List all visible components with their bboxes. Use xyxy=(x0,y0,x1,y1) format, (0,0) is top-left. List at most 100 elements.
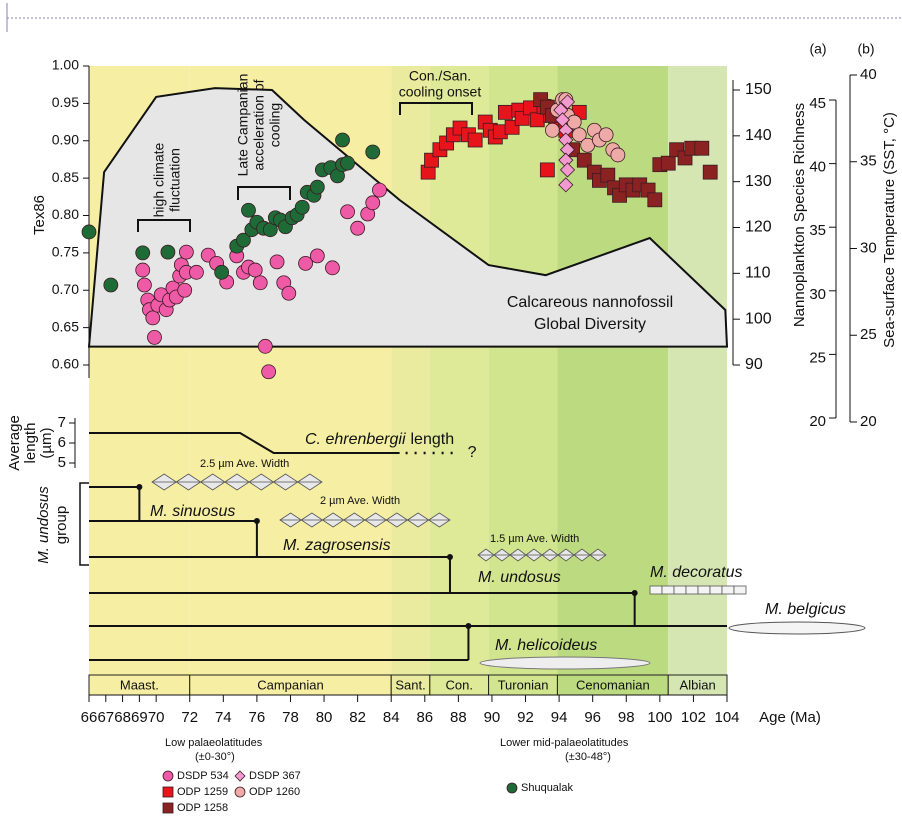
nannolith xyxy=(650,586,662,594)
x-tick-label: 90 xyxy=(484,709,501,726)
x-tick-label: 94 xyxy=(551,709,568,726)
group-bracket xyxy=(80,483,89,565)
stage-label: Sant. xyxy=(395,677,425,692)
stage-label: Cenomanian xyxy=(576,677,650,692)
x-tick-label: 92 xyxy=(517,709,534,726)
sst-b-tick-label: 30 xyxy=(860,239,877,256)
y2-axis-title: Nannoplankton Species Richness xyxy=(791,103,808,327)
point xyxy=(341,205,355,219)
length-label-species: C. ehrenbergii xyxy=(305,431,406,448)
point xyxy=(248,263,262,277)
x-tick-label: 80 xyxy=(316,709,333,726)
sst-a-tick-label: 30 xyxy=(809,286,826,303)
point xyxy=(341,156,355,170)
point xyxy=(372,183,386,197)
annotation: fluctuation xyxy=(167,148,183,212)
y2-tick-label: 120 xyxy=(745,219,772,236)
lineage-origin xyxy=(447,554,453,560)
point xyxy=(262,365,276,379)
y2-tick-label: 90 xyxy=(745,356,763,373)
sst-b-tick-label: 20 xyxy=(860,413,877,430)
point xyxy=(82,225,96,239)
point xyxy=(599,128,613,142)
point xyxy=(468,133,482,147)
sst-b-name: (b) xyxy=(857,41,874,57)
legend-marker xyxy=(507,783,517,793)
x-tick-label: 82 xyxy=(349,709,366,726)
sst-a-tick-label: 35 xyxy=(809,222,826,239)
legend-group-subtitle: (±30-48°) xyxy=(565,751,611,763)
point xyxy=(270,255,284,269)
legend-label: ODP 1260 xyxy=(249,786,300,798)
x-tick-label: 104 xyxy=(714,709,739,726)
point xyxy=(703,165,717,179)
legend-group-title: Lower mid-palaeolatitudes xyxy=(500,737,629,749)
annotation: Late Campanian xyxy=(235,74,251,177)
point xyxy=(661,156,675,170)
point xyxy=(147,330,161,344)
x-tick-label: 78 xyxy=(282,709,299,726)
length-tick-label: 5 xyxy=(58,454,66,471)
point xyxy=(161,245,175,259)
point xyxy=(136,246,150,260)
nannolith xyxy=(734,586,746,594)
x-tick-label: 96 xyxy=(584,709,601,726)
point xyxy=(258,339,272,353)
y2-tick-label: 100 xyxy=(745,310,772,327)
point xyxy=(104,278,118,292)
point xyxy=(351,221,365,235)
length-tick-label: 6 xyxy=(58,434,66,451)
annotation: Con./San. xyxy=(409,68,471,84)
point xyxy=(325,261,339,275)
legend-label: DSDP 534 xyxy=(177,770,229,782)
x-tick-label: 98 xyxy=(618,709,635,726)
sst-a-tick-label: 40 xyxy=(809,159,826,176)
x-tick-label: 67 xyxy=(97,709,114,726)
y-tick-label: 0.65 xyxy=(52,318,79,334)
stage-label: Albian xyxy=(680,677,716,692)
legend-label: Shuqualak xyxy=(521,782,573,794)
width-note: 2 µm Ave. Width xyxy=(320,495,400,507)
x-axis-title: Age (Ma) xyxy=(759,709,821,726)
point xyxy=(178,283,192,297)
sst-a-tick-label: 25 xyxy=(809,349,826,366)
y2-tick-label: 130 xyxy=(745,173,772,190)
nannolith xyxy=(722,586,734,594)
point xyxy=(295,200,309,214)
x-tick-label: 69 xyxy=(131,709,148,726)
length-axis-title: length xyxy=(22,423,39,464)
group-label: M. undosus xyxy=(35,486,52,564)
width-note: 2.5 µm Ave. Width xyxy=(200,458,289,470)
length-label-rest: length xyxy=(411,431,455,448)
lineage-origin xyxy=(136,484,142,490)
stage-label: Campanian xyxy=(257,677,324,692)
x-tick-label: 86 xyxy=(416,709,433,726)
stage-label: Con. xyxy=(445,677,472,692)
x-tick-label: 68 xyxy=(114,709,131,726)
lineage-label: M. zagrosensis xyxy=(283,537,391,554)
x-tick-label: 84 xyxy=(383,709,400,726)
x-tick-label: 100 xyxy=(647,709,672,726)
x-tick-label: 66 xyxy=(81,709,98,726)
x-tick-label: 76 xyxy=(249,709,266,726)
annotation: acceleration of xyxy=(251,79,267,170)
x-tick-label: 88 xyxy=(450,709,467,726)
y-tick-label: 0.75 xyxy=(52,244,79,260)
point xyxy=(366,196,380,210)
point xyxy=(540,163,554,177)
nannolith xyxy=(686,586,698,594)
legend-group-subtitle: (±0-30°) xyxy=(195,751,235,763)
point xyxy=(310,249,324,263)
point xyxy=(530,113,544,127)
sst-b-tick-label: 40 xyxy=(860,66,877,83)
lineage-label: M. undosus xyxy=(478,569,561,586)
diversity-label: Global Diversity xyxy=(534,316,646,333)
sst-a-tick-label: 45 xyxy=(809,95,826,112)
y-tick-label: 0.90 xyxy=(52,131,79,147)
group-label: group xyxy=(53,506,70,544)
diversity-label: Calcareous nannofossil xyxy=(507,294,673,311)
nannolith xyxy=(674,586,686,594)
point xyxy=(242,203,256,217)
legend-label: ODP 1258 xyxy=(177,802,228,814)
annotation: cooling onset xyxy=(399,84,482,100)
